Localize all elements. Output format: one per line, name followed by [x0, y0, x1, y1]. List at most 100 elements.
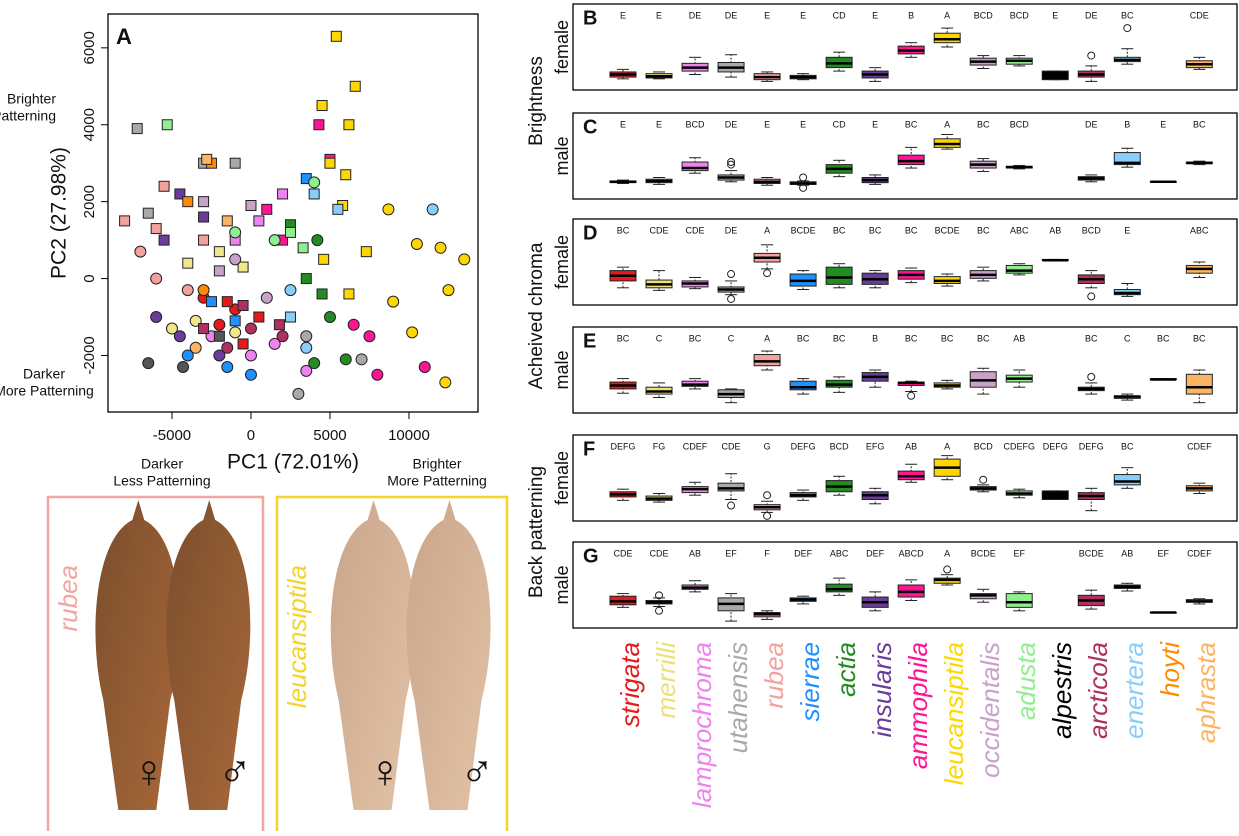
point [325, 158, 335, 168]
point [159, 235, 169, 245]
letter-group: BC [905, 119, 918, 129]
point [199, 235, 209, 245]
point [301, 274, 311, 284]
letter-group: ABC [1190, 225, 1209, 235]
letter-group: BCDE [1079, 548, 1104, 558]
letter-group: AB [1049, 225, 1061, 235]
point [143, 358, 154, 369]
letter-group: CDEF [683, 441, 708, 451]
outlier [908, 392, 915, 399]
point [407, 327, 418, 338]
panel-letter: C [583, 116, 597, 138]
letter-group: FG [653, 441, 666, 451]
point [309, 177, 320, 188]
letter-group: E [1124, 225, 1130, 235]
letter-group: BC [617, 225, 630, 235]
panel-letter: E [583, 330, 596, 352]
outlier [764, 512, 771, 519]
letter-group: A [944, 10, 950, 20]
y-axis-title: PC2 (27.98%) [48, 147, 71, 279]
point [245, 369, 256, 380]
point [132, 124, 142, 134]
point [348, 319, 359, 330]
point [202, 154, 212, 164]
letter-group: BCD [830, 441, 850, 451]
x-tick-label: 0 [247, 427, 255, 444]
box [826, 267, 852, 284]
point [301, 342, 312, 353]
sex-label: male [552, 565, 572, 604]
letter-group: DE [725, 225, 738, 235]
point [230, 327, 241, 338]
point [222, 216, 232, 226]
point [206, 297, 216, 307]
letter-group: BCDE [971, 548, 996, 558]
point [214, 319, 225, 330]
letter-group: G [764, 441, 771, 451]
letter-group: CD [833, 10, 846, 20]
point [245, 350, 256, 361]
point [419, 362, 430, 373]
letter-group: BC [869, 225, 882, 235]
letter-group: EF [1013, 548, 1025, 558]
point [120, 216, 130, 226]
panel-letter: G [583, 545, 599, 567]
y-tick-label: 6000 [81, 31, 98, 64]
x-tick-label: -5000 [153, 427, 191, 444]
point [344, 120, 354, 130]
sex-symbol: ♀ [132, 745, 167, 797]
panel-letter: D [583, 222, 597, 244]
letter-group: BC [1121, 10, 1134, 20]
point [388, 296, 399, 307]
outlier [728, 295, 735, 302]
letter-group: ABCD [899, 548, 925, 558]
letter-group: EF [1158, 548, 1170, 558]
point [340, 354, 351, 365]
axis-note: More Patterning [0, 383, 94, 399]
point [230, 254, 241, 265]
panel-letter: F [583, 438, 595, 460]
point [361, 247, 371, 257]
letter-group: C [728, 333, 735, 343]
axis-note: Brighter [7, 91, 56, 107]
category-label: leucansiptila [939, 642, 969, 785]
category-label: merrilli [651, 641, 681, 719]
letter-group: E [764, 10, 770, 20]
category-label: insularis [867, 642, 897, 737]
letter-group: BC [905, 225, 918, 235]
letter-group: F [764, 548, 770, 558]
letter-group: BC [1157, 333, 1170, 343]
panel-letter: B [583, 7, 597, 29]
category-label: actia [831, 642, 861, 697]
point [285, 312, 295, 322]
point [214, 247, 224, 257]
point [298, 243, 308, 253]
letter-group: A [944, 441, 950, 451]
point [364, 331, 375, 342]
point [317, 289, 327, 299]
letter-group: CDEFG [1003, 441, 1035, 451]
letter-group: E [872, 10, 878, 20]
point [214, 266, 224, 276]
box [934, 33, 960, 42]
sex-symbol: ♀ [368, 745, 403, 797]
point [222, 362, 233, 373]
letter-group: BCD [1010, 119, 1030, 129]
letter-group: CDE [1190, 10, 1209, 20]
letter-group: CDEF [1187, 548, 1212, 558]
letter-group: E [800, 10, 806, 20]
letter-group: BCD [686, 119, 706, 129]
point [443, 285, 454, 296]
letter-group: E [872, 119, 878, 129]
axis-note: Less Patterning [113, 473, 210, 489]
box [1114, 475, 1140, 485]
point [199, 324, 209, 334]
sex-label: female [552, 20, 572, 74]
box [1186, 374, 1212, 394]
x-axis-title: PC1 (72.01%) [227, 451, 359, 474]
box [718, 483, 744, 491]
letter-group: DEFG [1079, 441, 1104, 451]
box [682, 162, 708, 171]
point [293, 388, 304, 399]
letter-group: AB [905, 441, 917, 451]
